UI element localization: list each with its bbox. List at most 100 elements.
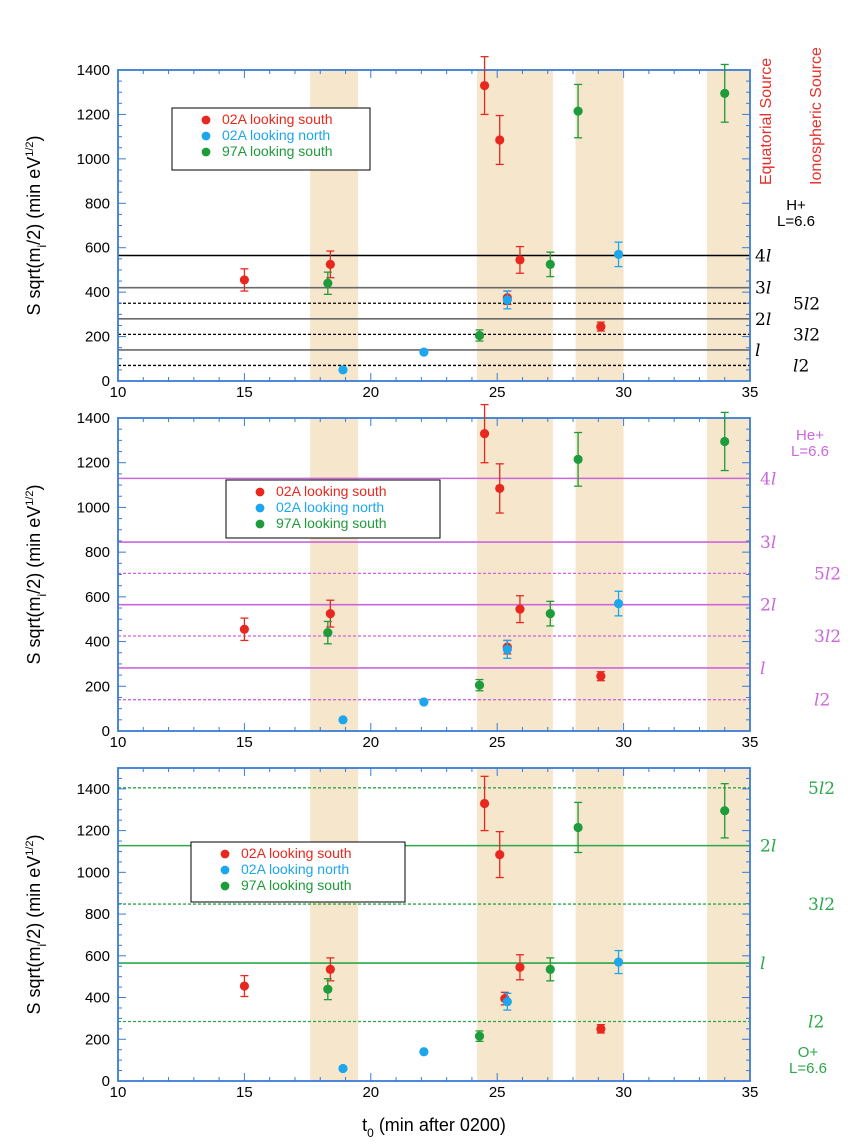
ref-divisor: 2 [824,779,835,799]
y-axis-label-part: 1/2 [24,490,36,505]
ref-multiplier: 5 [793,294,804,314]
data-point-02a-looking-south [515,255,525,265]
reference-line-label: 3l [760,533,776,553]
y-axis-label-part: i [35,245,49,248]
reference-line-label: l2 [793,356,809,376]
x-tick-label: 30 [615,1084,632,1101]
reference-line-label: 5l2 [793,294,820,314]
data-point-02a-looking-south [596,321,606,332]
reference-line-label: l [755,341,760,361]
y-tick-label: 800 [85,544,110,561]
ion-label: H+ [786,197,806,214]
legend-entry: 02A looking north [222,127,330,143]
x-tick-label: 30 [615,384,632,401]
y-tick-label: 200 [85,1031,110,1048]
data-point-97a-looking-south [323,278,333,288]
y-axis-label-part: ) [24,834,44,840]
legend-marker [255,487,265,497]
data-point-02a-looking-south [495,483,505,494]
data-point-02a-looking-north [419,347,429,357]
legend-marker [201,115,211,125]
x-tick-label: 30 [615,734,632,751]
data-point-02a-looking-south [239,624,249,634]
shaded-interval [476,418,553,731]
plot-frame [117,417,751,732]
data-point-02a-looking-south [495,135,505,145]
legend-marker [220,881,230,891]
y-tick-label: 1200 [77,106,110,123]
data-point-97a-looking-south [474,680,485,690]
ref-symbol: l [771,596,776,616]
x-axis-label-part: (min after 0200) [374,1115,506,1135]
data-point-02a-looking-north [338,1063,348,1074]
equatorial-source-label: Equatorial Source [758,58,775,185]
ref-multiplier: 3 [808,895,819,915]
y-axis-label-part: 1/2 [24,840,36,855]
x-tick-label: 20 [362,1084,379,1101]
shaded-interval [707,418,750,731]
legend-entry: 02A looking south [222,111,333,127]
ion-label: L=6.6 [777,213,815,230]
y-tick-label: 0 [102,1073,110,1090]
reference-line-label: l [760,659,765,679]
x-axis-label: t0 (min after 0200) [362,1115,506,1140]
data-point-97a-looking-south [573,106,583,116]
ref-multiplier: 3 [814,627,825,647]
ref-multiplier: 2 [760,596,771,616]
y-axis-label-part: i [35,594,49,597]
data-point-97a-looking-south [474,330,485,341]
data-point-02a-looking-south [479,429,490,439]
data-point-97a-looking-south [573,822,583,833]
ref-symbol: l [825,564,830,584]
ref-divisor: 2 [819,691,830,711]
y-tick-label: 400 [85,990,110,1007]
ref-symbol: l [771,533,776,553]
data-point-02a-looking-north [613,249,624,259]
shaded-interval [575,768,624,1081]
legend-entry: 02A looking north [276,499,384,515]
y-axis-label: S sqrt(mi/2) (min eV1/2) [24,484,49,664]
y-tick-label: 0 [102,373,110,390]
y-axis-label: S sqrt(mi/2) (min eV1/2) [24,834,49,1014]
y-tick-label: 1000 [77,864,110,881]
ref-divisor: 2 [813,1013,824,1033]
x-tick-label: 10 [110,384,127,401]
x-tick-label: 25 [489,384,506,401]
data-point-02a-looking-north [338,365,348,375]
shaded-interval [575,418,624,731]
ref-multiplier: 5 [814,564,825,584]
ref-multiplier: 3 [793,325,804,345]
y-tick-label: 1400 [77,781,110,798]
y-axis-label-part: /2) (min eV [24,856,44,944]
reference-line-label: 3l2 [814,627,841,647]
x-tick-label: 35 [742,384,759,401]
data-point-02a-looking-north [613,598,624,609]
x-tick-label: 15 [236,1084,253,1101]
y-tick-label: 400 [85,284,110,301]
data-point-97a-looking-south [545,609,555,619]
ref-symbol: l [804,294,809,314]
data-point-02a-looking-north [419,697,429,707]
ref-multiplier: 4 [755,246,766,266]
data-point-02a-looking-north [502,644,512,654]
y-tick-label: 400 [85,634,110,651]
x-axis-label-part: 0 [367,1126,374,1140]
ref-divisor: 2 [830,564,841,584]
y-tick-label: 1000 [77,499,110,516]
data-point-02a-looking-south [239,275,249,285]
x-tick-label: 10 [110,1084,127,1101]
legend-marker [201,147,211,157]
ref-symbol: l [804,325,809,345]
x-tick-label: 20 [362,734,379,751]
x-tick-label: 15 [236,734,253,751]
reference-line-label: 2l [760,596,776,616]
ref-symbol: l [766,310,771,330]
x-axis-label-part: t [362,1115,367,1135]
reference-line-label: 3l [755,279,771,299]
y-axis-label-part: /2) (min eV [24,506,44,594]
ref-multiplier: 3 [755,279,766,299]
data-point-02a-looking-north [338,715,348,725]
reference-line-label: l2 [808,1013,824,1033]
ref-symbol: l [755,341,760,361]
data-point-02a-looking-south [479,80,490,91]
